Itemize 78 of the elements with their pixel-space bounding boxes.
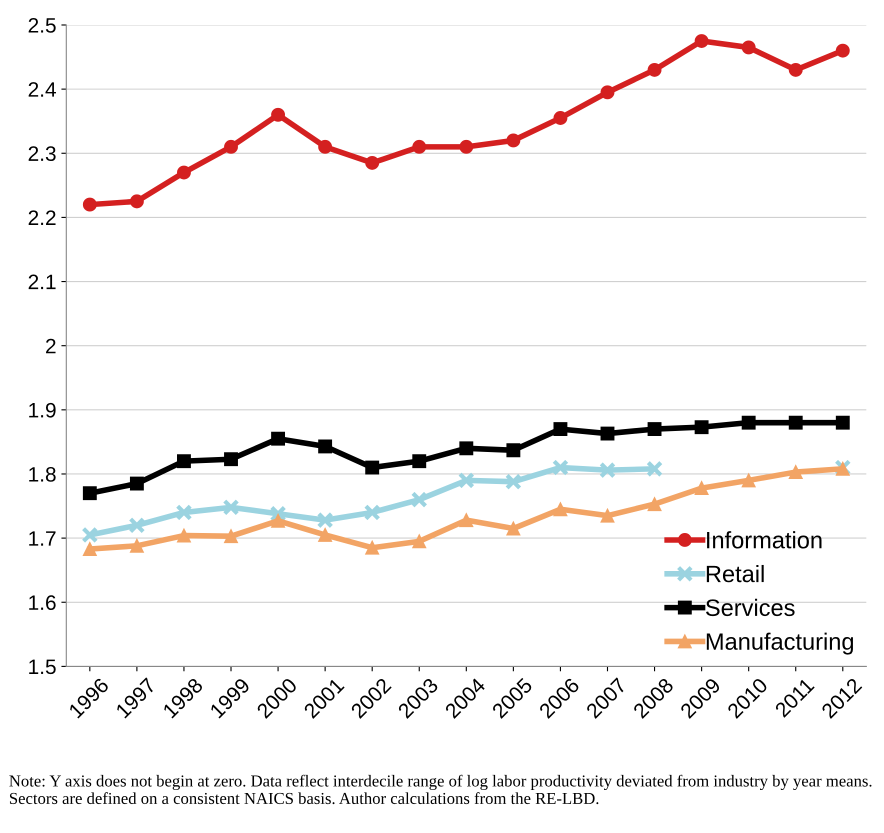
point bbox=[552, 459, 569, 476]
y-tick-label: 1.6 bbox=[29, 595, 56, 610]
point bbox=[788, 62, 803, 77]
point bbox=[412, 454, 426, 468]
point bbox=[224, 529, 238, 544]
point bbox=[648, 422, 662, 436]
point bbox=[412, 534, 426, 548]
point bbox=[459, 513, 474, 528]
point bbox=[128, 516, 146, 534]
point bbox=[318, 439, 332, 454]
point bbox=[694, 420, 709, 434]
point bbox=[600, 85, 614, 100]
point bbox=[412, 140, 426, 154]
point bbox=[130, 538, 144, 553]
y-tick-label: 2.5 bbox=[28, 18, 56, 33]
point bbox=[506, 134, 520, 148]
y-tick-label: 2.1 bbox=[28, 274, 56, 290]
point bbox=[130, 476, 144, 491]
point bbox=[82, 198, 97, 212]
point bbox=[742, 416, 756, 430]
point bbox=[318, 528, 332, 542]
y-tick-label: 2.2 bbox=[28, 210, 56, 225]
point bbox=[458, 472, 475, 489]
point bbox=[410, 491, 428, 508]
point bbox=[365, 156, 380, 170]
point bbox=[224, 140, 238, 154]
point bbox=[694, 34, 709, 48]
text: Note: Y axis does not begin at zero. Data reflect interdecile range of log labor productivity deviated from industry by year means. Sectors are defined on a consistent NAICS basis. Author calculations from the RE-LBD. bbox=[9, 774, 872, 804]
legend-label: Retail bbox=[706, 564, 764, 582]
point bbox=[553, 502, 568, 516]
point bbox=[82, 486, 97, 500]
point bbox=[222, 498, 240, 516]
point bbox=[836, 416, 850, 430]
point bbox=[177, 454, 191, 468]
point bbox=[505, 473, 522, 490]
y-tick-label: 1.8 bbox=[29, 466, 56, 482]
point bbox=[599, 462, 616, 478]
point bbox=[600, 426, 614, 441]
point bbox=[742, 473, 756, 488]
point bbox=[459, 140, 474, 154]
y-tick-label: 2.4 bbox=[28, 82, 56, 97]
y-tick-label: 1.7 bbox=[29, 531, 56, 546]
point bbox=[836, 44, 850, 58]
point bbox=[506, 443, 520, 458]
point bbox=[553, 111, 568, 125]
point bbox=[648, 62, 662, 77]
point bbox=[365, 540, 380, 555]
point bbox=[506, 522, 520, 536]
point bbox=[130, 194, 144, 208]
point bbox=[788, 465, 803, 479]
point bbox=[316, 512, 334, 528]
point bbox=[271, 514, 286, 528]
point bbox=[271, 432, 286, 446]
point bbox=[271, 108, 286, 122]
legend-label: Services bbox=[706, 598, 795, 616]
point bbox=[176, 504, 192, 521]
legend-label: Manufacturing bbox=[706, 632, 854, 655]
point bbox=[82, 542, 97, 556]
point bbox=[364, 504, 381, 521]
point bbox=[694, 481, 709, 496]
point bbox=[742, 40, 756, 54]
point bbox=[318, 140, 332, 154]
point bbox=[177, 528, 191, 542]
point bbox=[788, 416, 803, 430]
y-tick-label: 1.9 bbox=[29, 402, 56, 418]
point bbox=[459, 441, 474, 456]
legend-label: Information bbox=[707, 531, 822, 548]
point bbox=[224, 452, 238, 466]
point bbox=[646, 460, 663, 478]
y-tick-label: 2.3 bbox=[28, 146, 56, 162]
point bbox=[81, 526, 98, 544]
point bbox=[648, 497, 662, 512]
point bbox=[365, 460, 380, 475]
y-tick-label: 2 bbox=[46, 338, 56, 354]
y-tick-label: 1.5 bbox=[29, 660, 56, 674]
point bbox=[553, 422, 568, 436]
point bbox=[177, 166, 191, 180]
point bbox=[600, 508, 614, 523]
